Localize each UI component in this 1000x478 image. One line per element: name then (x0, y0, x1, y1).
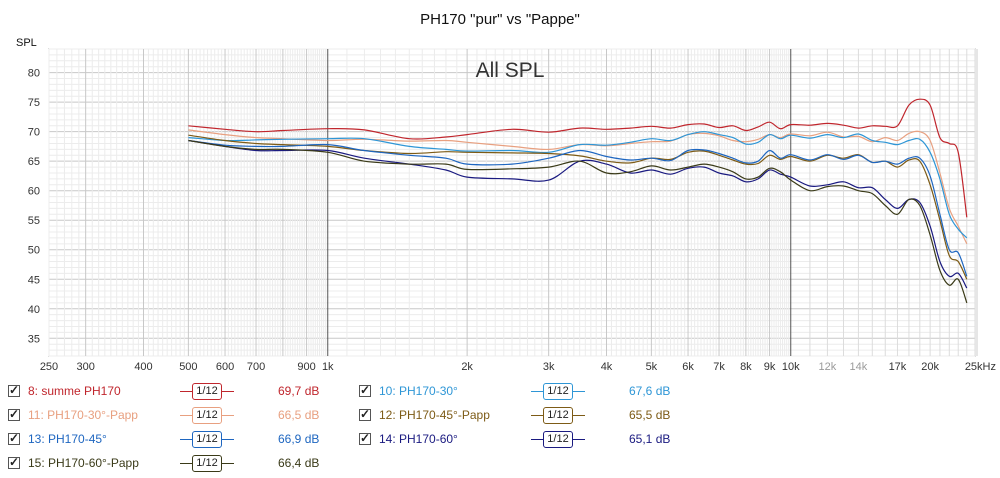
smoothing-label: 1/12 (192, 431, 222, 448)
legend-item-label: 12: PH170-45°-Papp (379, 408, 490, 422)
y-tick-label: 50 (28, 245, 40, 257)
smoothing-label: 1/12 (192, 455, 222, 472)
series-line (188, 139, 968, 277)
x-tick-label: 700 (247, 361, 265, 373)
series-line (188, 131, 968, 239)
x-tick-label: 9k (764, 361, 776, 373)
checkbox-icon[interactable] (359, 383, 371, 397)
smoothing-indicator[interactable]: 1/12 (180, 382, 234, 400)
smoothing-label: 1/12 (543, 431, 573, 448)
x-tick-label: 8k (740, 361, 752, 373)
legend-item-ph170-45-papp[interactable]: 12: PH170-45°-Papp 1/12 65,5 dB (359, 406, 699, 426)
smoothing-indicator[interactable]: 1/12 (531, 430, 585, 448)
checkbox-icon[interactable] (359, 431, 371, 445)
y-tick-label: 75 (28, 97, 40, 109)
x-tick-label: 400 (134, 361, 152, 373)
x-tick-label: 600 (216, 361, 234, 373)
x-tick-label: 900 (297, 361, 315, 373)
x-tick-label: 20k (921, 361, 939, 373)
x-tick-label: 17k (889, 361, 907, 373)
legend-item-value: 66,4 dB (278, 456, 320, 470)
x-tick-label: 5k (646, 361, 658, 373)
chart-title: PH170 "pur" vs "Pappe" (420, 11, 580, 28)
scrollbar-right[interactable] (975, 49, 978, 356)
smoothing-indicator[interactable]: 1/12 (180, 454, 234, 472)
checkbox-icon[interactable] (8, 431, 20, 445)
series-line (188, 139, 968, 289)
legend-item-ph170-60[interactable]: 14: PH170-60° 1/12 65,1 dB (359, 430, 699, 450)
checkbox-icon[interactable] (8, 383, 20, 397)
x-tick-label: 7k (713, 361, 725, 373)
overlay-label: All SPL (476, 59, 545, 82)
series-lines (188, 98, 968, 304)
y-tick-label: 80 (28, 68, 40, 80)
smoothing-indicator[interactable]: 1/12 (180, 430, 234, 448)
legend-item-label: 15: PH170-60°-Papp (28, 456, 139, 470)
y-tick-label: 70 (28, 127, 40, 139)
x-tick-label: 12k (819, 361, 837, 373)
legend-item-value: 66,9 dB (278, 432, 320, 446)
x-tick-label: 6k (682, 361, 694, 373)
legend-item-value: 65,5 dB (629, 408, 671, 422)
smoothing-label: 1/12 (192, 383, 222, 400)
y-tick-label: 65 (28, 156, 40, 168)
legend-item-ph170-45[interactable]: 13: PH170-45° 1/12 66,9 dB (8, 430, 348, 450)
legend-item-ph170-30-papp[interactable]: 11: PH170-30°-Papp 1/12 66,5 dB (8, 406, 348, 426)
smoothing-indicator[interactable]: 1/12 (531, 406, 585, 424)
x-tick-label: 4k (601, 361, 613, 373)
legend: 8: summe PH170 1/12 69,7 dB 10: PH170-30… (0, 376, 1000, 476)
grid (48, 48, 976, 357)
legend-item-value: 67,6 dB (629, 384, 671, 398)
x-tick-label: 250 (40, 361, 58, 373)
axis-tick-labels: 35 40 45 50 55 60 65 70 75 80 250 300 400 500 600 700 90… (28, 68, 996, 373)
x-tick-label: 1k (322, 361, 334, 373)
y-axis-label: SPL (16, 37, 37, 49)
y-tick-label: 60 (28, 186, 40, 198)
y-tick-label: 55 (28, 215, 40, 227)
y-tick-label: 35 (28, 333, 40, 345)
x-tick-label: 10k (782, 361, 800, 373)
x-tick-label: 3k (543, 361, 555, 373)
y-tick-label: 45 (28, 274, 40, 286)
legend-item-ph170-60-papp[interactable]: 15: PH170-60°-Papp 1/12 66,4 dB (8, 454, 348, 474)
series-line (188, 139, 968, 304)
smoothing-indicator[interactable]: 1/12 (180, 406, 234, 424)
smoothing-label: 1/12 (192, 407, 222, 424)
legend-item-value: 65,1 dB (629, 432, 671, 446)
legend-item-label: 14: PH170-60° (379, 432, 458, 446)
smoothing-label: 1/12 (543, 383, 573, 400)
checkbox-icon[interactable] (359, 407, 371, 421)
legend-item-label: 11: PH170-30°-Papp (28, 408, 138, 422)
legend-item-label: 8: summe PH170 (28, 384, 121, 398)
series-line (188, 98, 968, 218)
legend-item-value: 66,5 dB (278, 408, 320, 422)
series-line (188, 129, 968, 245)
legend-item-label: 13: PH170-45° (28, 432, 107, 446)
legend-item-summe-ph170[interactable]: 8: summe PH170 1/12 69,7 dB (8, 382, 348, 402)
spl-chart: PH170 "pur" vs "Pappe" SPL 35 40 45 50 55 60 6… (16, 11, 996, 373)
x-tick-label: 300 (76, 361, 94, 373)
smoothing-label: 1/12 (543, 407, 573, 424)
x-tick-label: 14k (850, 361, 868, 373)
y-tick-label: 40 (28, 304, 40, 316)
legend-item-label: 10: PH170-30° (379, 384, 458, 398)
smoothing-indicator[interactable]: 1/12 (531, 382, 585, 400)
x-tick-label: 25kHz (965, 361, 996, 373)
checkbox-icon[interactable] (8, 455, 20, 469)
legend-item-value: 69,7 dB (278, 384, 320, 398)
x-tick-label: 2k (461, 361, 473, 373)
x-tick-label: 500 (179, 361, 197, 373)
checkbox-icon[interactable] (8, 407, 20, 421)
legend-item-ph170-30[interactable]: 10: PH170-30° 1/12 67,6 dB (359, 382, 699, 402)
series-line (188, 134, 968, 280)
